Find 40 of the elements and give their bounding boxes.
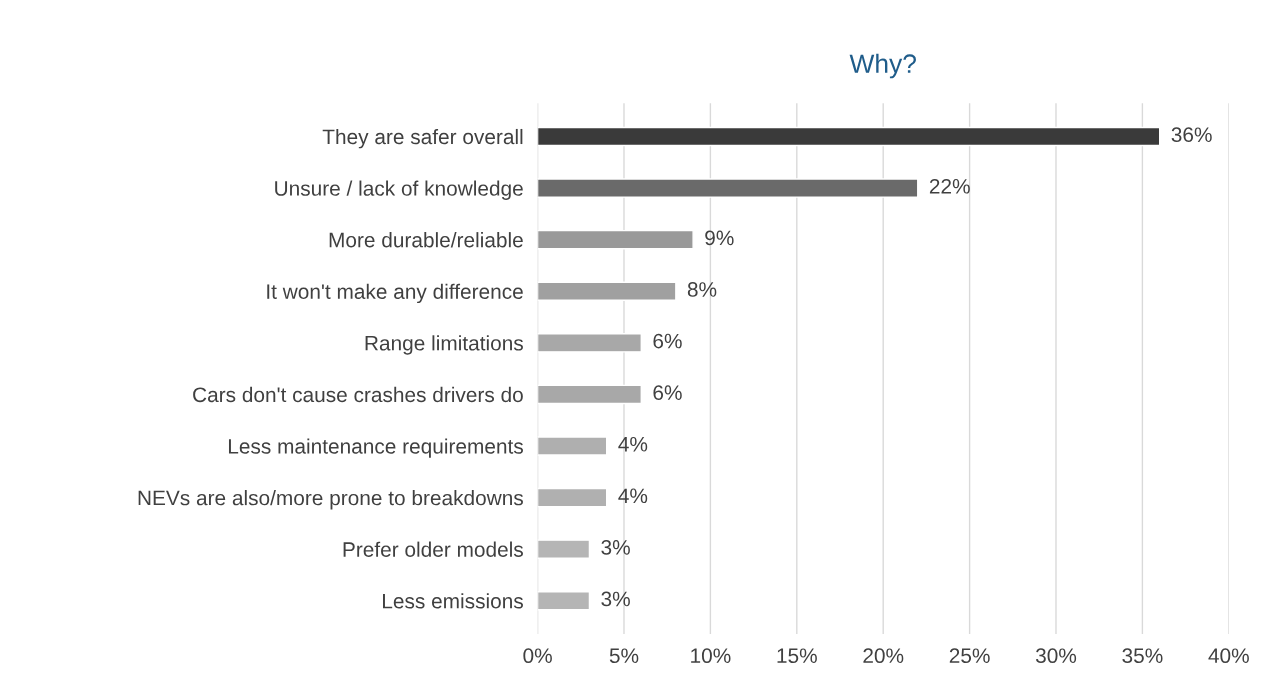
data-label: 6% bbox=[653, 333, 682, 349]
x-tick-label: 20% bbox=[863, 648, 904, 664]
y-tick-label: They are safer overall bbox=[322, 128, 523, 149]
bar bbox=[537, 229, 694, 250]
data-label: 22% bbox=[929, 178, 970, 194]
x-tick-label: 0% bbox=[523, 648, 552, 664]
y-tick-label: Cars don't cause crashes drivers do bbox=[193, 386, 523, 403]
data-label: 3% bbox=[601, 591, 630, 607]
x-tick-label: 10% bbox=[691, 648, 731, 664]
data-label: 3% bbox=[601, 539, 630, 555]
y-tick-label: It won't make any difference bbox=[267, 283, 523, 304]
x-tick-label: 30% bbox=[1035, 648, 1077, 664]
data-label: 4% bbox=[618, 488, 648, 504]
bar bbox=[537, 487, 608, 508]
bar bbox=[537, 126, 1161, 147]
y-tick-label: More durable/reliable bbox=[329, 232, 523, 248]
y-tick-label: Less maintenance requirements bbox=[228, 438, 523, 458]
y-tick-label: Less emissions bbox=[383, 593, 523, 609]
bar bbox=[537, 436, 608, 456]
bar bbox=[537, 591, 591, 611]
x-tick-label: 25% bbox=[949, 648, 990, 664]
y-tick-label: Range limitations bbox=[365, 335, 523, 355]
bar bbox=[537, 281, 677, 301]
data-label: 6% bbox=[653, 385, 682, 400]
x-tick-label: 35% bbox=[1122, 648, 1163, 664]
chart-title: Why? bbox=[849, 53, 916, 79]
y-tick-label: NEVs are also/more prone to breakdowns bbox=[138, 490, 523, 510]
bar bbox=[537, 539, 591, 559]
x-tick-label: 5% bbox=[609, 648, 639, 664]
y-tick-label: Unsure / lack of knowledge bbox=[275, 180, 523, 200]
bar bbox=[537, 178, 919, 198]
y-tick-label: Prefer older models bbox=[343, 541, 523, 557]
data-label: 9% bbox=[705, 230, 734, 246]
x-tick-label: 15% bbox=[777, 648, 817, 664]
data-label: 8% bbox=[687, 282, 717, 297]
data-label: 36% bbox=[1171, 127, 1212, 143]
bar bbox=[537, 333, 642, 353]
x-tick-label: 40% bbox=[1208, 648, 1249, 664]
data-label: 4% bbox=[618, 436, 648, 452]
bar bbox=[537, 384, 642, 405]
